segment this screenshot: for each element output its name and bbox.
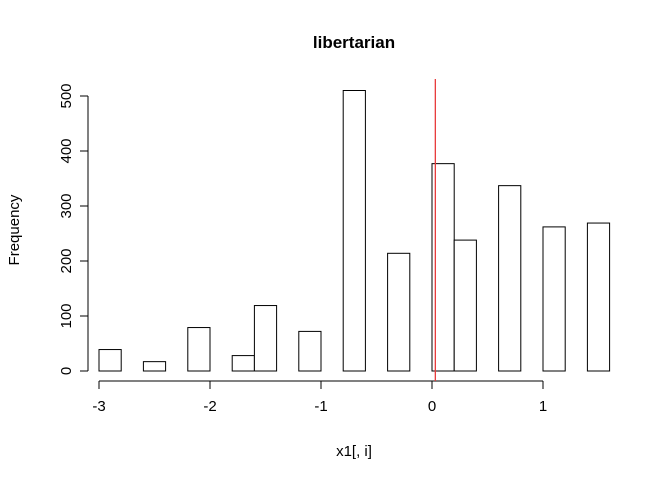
y-tick-label: 500 [58, 83, 75, 108]
histogram-bar [542, 226, 566, 372]
x-tick-label: 0 [428, 398, 436, 415]
histogram-bar [342, 90, 366, 372]
y-axis: 0 100 200 300 400 500 [58, 83, 89, 375]
histogram-bar [231, 355, 255, 372]
histogram-bar [253, 305, 278, 372]
histogram-bar [586, 222, 611, 372]
y-tick-label: 100 [58, 303, 75, 328]
chart-title: libertarian [313, 33, 395, 52]
y-tick-label: 0 [58, 367, 75, 375]
histogram-bar [298, 330, 322, 372]
y-tick-label: 300 [58, 193, 75, 218]
histogram-bar [98, 349, 122, 372]
histogram-bar [142, 361, 167, 372]
x-tick-label: 1 [539, 398, 547, 415]
bars-group [98, 90, 611, 372]
x-tick-label: -3 [92, 398, 105, 415]
x-axis-label: x1[, i] [336, 443, 372, 460]
y-tick-label: 400 [58, 138, 75, 163]
histogram-bar [187, 327, 211, 372]
x-axis: -3 -2 -1 0 1 [92, 380, 547, 415]
y-tick-label: 200 [58, 248, 75, 273]
y-axis-label: Frequency [6, 194, 23, 265]
histogram-bar [498, 185, 522, 372]
histogram-bar [387, 252, 411, 372]
x-tick-label: -1 [314, 398, 327, 415]
histogram-bar [453, 239, 477, 372]
x-tick-label: -2 [203, 398, 216, 415]
